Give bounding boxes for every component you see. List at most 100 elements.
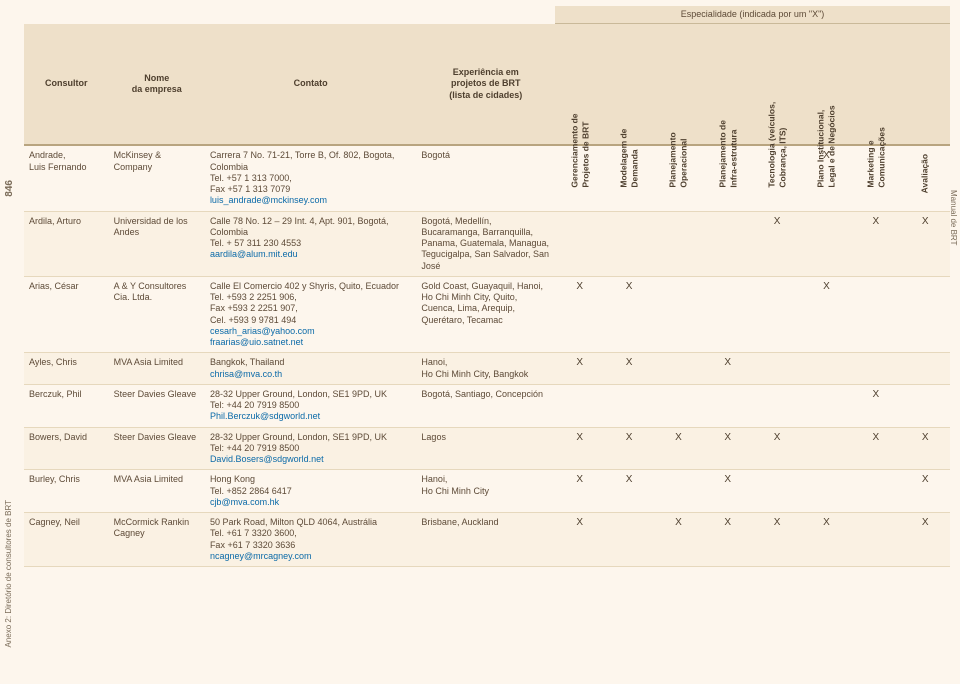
cell-empresa: Steer Davies Gleave: [109, 384, 205, 427]
cell-consultor: Andrade, Luis Fernando: [24, 145, 109, 211]
cell-x-2: X: [654, 427, 703, 470]
cell-empresa: MVA Asia Limited: [109, 353, 205, 385]
cell-x-3: [703, 384, 752, 427]
cell-empresa: MVA Asia Limited: [109, 470, 205, 513]
cell-x-5: X: [802, 513, 851, 567]
cell-x-3: X: [703, 427, 752, 470]
cell-x-5: [802, 427, 851, 470]
cell-x-1: X: [604, 353, 653, 385]
contact-email: luis_andrade@mckinsey.com: [210, 195, 327, 205]
cell-empresa: McKinsey & Company: [109, 145, 205, 211]
col-spec-7: Avaliação: [900, 24, 950, 146]
cell-empresa: Steer Davies Gleave: [109, 427, 205, 470]
contact-email: David.Bosers@sdgworld.net: [210, 454, 324, 464]
col-spec-1: Modelagem de Demanda: [604, 24, 653, 146]
cell-x-6: X: [851, 384, 900, 427]
cell-x-2: [654, 384, 703, 427]
specialty-banner-row: Especialidade (indicada por um "X"): [24, 6, 950, 24]
cell-experience: Hanoi, Ho Chi Minh City, Bangkok: [416, 353, 555, 385]
cell-consultor: Burley, Chris: [24, 470, 109, 513]
cell-x-7: X: [900, 513, 950, 567]
col-spec-4: Tecnologia (veículos, Cobrança, ITS): [752, 24, 801, 146]
specialty-banner: Especialidade (indicada por um "X"): [555, 6, 950, 24]
cell-contato: Bangkok, Thailandchrisa@mva.co.th: [205, 353, 416, 385]
cell-x-6: X: [851, 427, 900, 470]
contact-email: aardila@alum.mit.edu: [210, 249, 298, 259]
cell-contato: 50 Park Road, Milton QLD 4064, Austrália…: [205, 513, 416, 567]
cell-x-2: [654, 211, 703, 276]
cell-x-0: X: [555, 427, 604, 470]
table-row: Berczuk, PhilSteer Davies Gleave28-32 Up…: [24, 384, 950, 427]
contact-text: 28-32 Upper Ground, London, SE1 9PD, UK …: [210, 389, 387, 410]
cell-x-0: [555, 384, 604, 427]
consultants-table: Especialidade (indicada por um "X") Cons…: [24, 6, 950, 567]
cell-x-4: [752, 470, 801, 513]
cell-x-3: X: [703, 513, 752, 567]
table-row: Arias, CésarA & Y Consultores Cia. Ltda.…: [24, 276, 950, 353]
cell-x-6: [851, 470, 900, 513]
col-spec-3: Planejamento de Infra-estrutura: [703, 24, 752, 146]
cell-consultor: Ardila, Arturo: [24, 211, 109, 276]
cell-x-6: [851, 513, 900, 567]
cell-x-7: [900, 384, 950, 427]
contact-text: 28-32 Upper Ground, London, SE1 9PD, UK …: [210, 432, 387, 453]
cell-x-1: [604, 211, 653, 276]
cell-contato: 28-32 Upper Ground, London, SE1 9PD, UK …: [205, 427, 416, 470]
cell-x-2: [654, 353, 703, 385]
cell-x-3: [703, 211, 752, 276]
table-row: Bowers, DavidSteer Davies Gleave28-32 Up…: [24, 427, 950, 470]
cell-consultor: Cagney, Neil: [24, 513, 109, 567]
cell-x-4: X: [752, 427, 801, 470]
table-body: Andrade, Luis FernandoMcKinsey & Company…: [24, 145, 950, 566]
table-row: Cagney, NeilMcCormick Rankin Cagney50 Pa…: [24, 513, 950, 567]
cell-x-0: X: [555, 353, 604, 385]
cell-x-4: [752, 384, 801, 427]
cell-x-1: X: [604, 276, 653, 353]
cell-contato: Calle El Comercio 402 y Shyris, Quito, E…: [205, 276, 416, 353]
contact-text: 50 Park Road, Milton QLD 4064, Austrália…: [210, 517, 377, 550]
cell-empresa: A & Y Consultores Cia. Ltda.: [109, 276, 205, 353]
cell-x-5: X: [802, 276, 851, 353]
cell-experience: Gold Coast, Guayaquil, Hanoi, Ho Chi Min…: [416, 276, 555, 353]
cell-contato: Hong Kong Tel. +852 2864 6417cjb@mva.com…: [205, 470, 416, 513]
table-row: Ayles, ChrisMVA Asia LimitedBangkok, Tha…: [24, 353, 950, 385]
cell-x-5: [802, 353, 851, 385]
cell-x-4: [752, 276, 801, 353]
cell-empresa: Universidad de los Andes: [109, 211, 205, 276]
cell-x-5: [802, 211, 851, 276]
cell-x-0: [555, 211, 604, 276]
cell-x-4: X: [752, 211, 801, 276]
col-consultor: Consultor: [24, 24, 109, 146]
cell-contato: Calle 78 No. 12 – 29 Int. 4, Apt. 901, B…: [205, 211, 416, 276]
cell-consultor: Berczuk, Phil: [24, 384, 109, 427]
cell-x-6: [851, 353, 900, 385]
cell-x-2: [654, 470, 703, 513]
contact-text: Calle 78 No. 12 – 29 Int. 4, Apt. 901, B…: [210, 216, 389, 249]
contact-email: cjb@mva.com.hk: [210, 497, 279, 507]
header-row: Consultor Nome da empresa Contato Experi…: [24, 24, 950, 146]
cell-x-7: X: [900, 470, 950, 513]
cell-x-1: [604, 384, 653, 427]
cell-x-7: [900, 353, 950, 385]
cell-consultor: Arias, César: [24, 276, 109, 353]
cell-experience: Lagos: [416, 427, 555, 470]
cell-consultor: Ayles, Chris: [24, 353, 109, 385]
cell-experience: Hanoi, Ho Chi Minh City: [416, 470, 555, 513]
cell-consultor: Bowers, David: [24, 427, 109, 470]
contact-email: ncagney@mrcagney.com: [210, 551, 312, 561]
cell-x-6: X: [851, 211, 900, 276]
cell-x-4: X: [752, 513, 801, 567]
contact-text: Carrera 7 No. 71-21, Torre B, Of. 802, B…: [210, 150, 394, 194]
col-contato: Contato: [205, 24, 416, 146]
cell-x-7: X: [900, 427, 950, 470]
cell-x-7: [900, 276, 950, 353]
table-row: Ardila, ArturoUniversidad de los AndesCa…: [24, 211, 950, 276]
contact-email: chrisa@mva.co.th: [210, 369, 282, 379]
cell-contato: Carrera 7 No. 71-21, Torre B, Of. 802, B…: [205, 145, 416, 211]
table-row: Andrade, Luis FernandoMcKinsey & Company…: [24, 145, 950, 211]
contact-email: Phil.Berczuk@sdgworld.net: [210, 411, 320, 421]
contact-text: Calle El Comercio 402 y Shyris, Quito, E…: [210, 281, 399, 325]
contact-email: cesarh_arias@yahoo.com fraarias@uio.satn…: [210, 326, 315, 347]
cell-x-3: [703, 276, 752, 353]
cell-x-1: [604, 513, 653, 567]
